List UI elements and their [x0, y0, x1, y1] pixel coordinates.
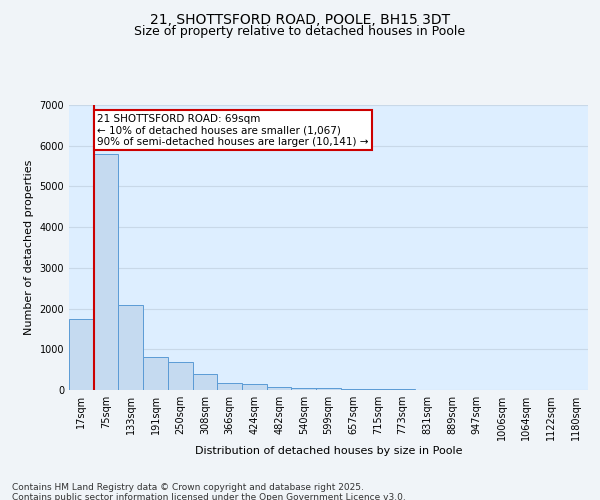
Text: 21, SHOTTSFORD ROAD, POOLE, BH15 3DT: 21, SHOTTSFORD ROAD, POOLE, BH15 3DT [150, 12, 450, 26]
Bar [94, 154, 118, 390]
Text: 21 SHOTTSFORD ROAD: 69sqm
← 10% of detached houses are smaller (1,067)
90% of se: 21 SHOTTSFORD ROAD: 69sqm ← 10% of detac… [97, 114, 369, 147]
Bar [292, 388, 316, 390]
Bar [365, 389, 390, 390]
Text: Contains HM Land Registry data © Crown copyright and database right 2025.
Contai: Contains HM Land Registry data © Crown c… [12, 482, 406, 500]
X-axis label: Distribution of detached houses by size in Poole: Distribution of detached houses by size … [195, 446, 462, 456]
Bar [69, 319, 94, 390]
Y-axis label: Number of detached properties: Number of detached properties [24, 160, 34, 335]
Bar [316, 388, 341, 390]
Bar [341, 389, 365, 390]
Bar [143, 358, 168, 390]
Bar [267, 386, 292, 390]
Bar [118, 304, 143, 390]
Bar [242, 384, 267, 390]
Text: Size of property relative to detached houses in Poole: Size of property relative to detached ho… [134, 25, 466, 38]
Bar [217, 382, 242, 390]
Bar [193, 374, 217, 390]
Bar [168, 362, 193, 390]
